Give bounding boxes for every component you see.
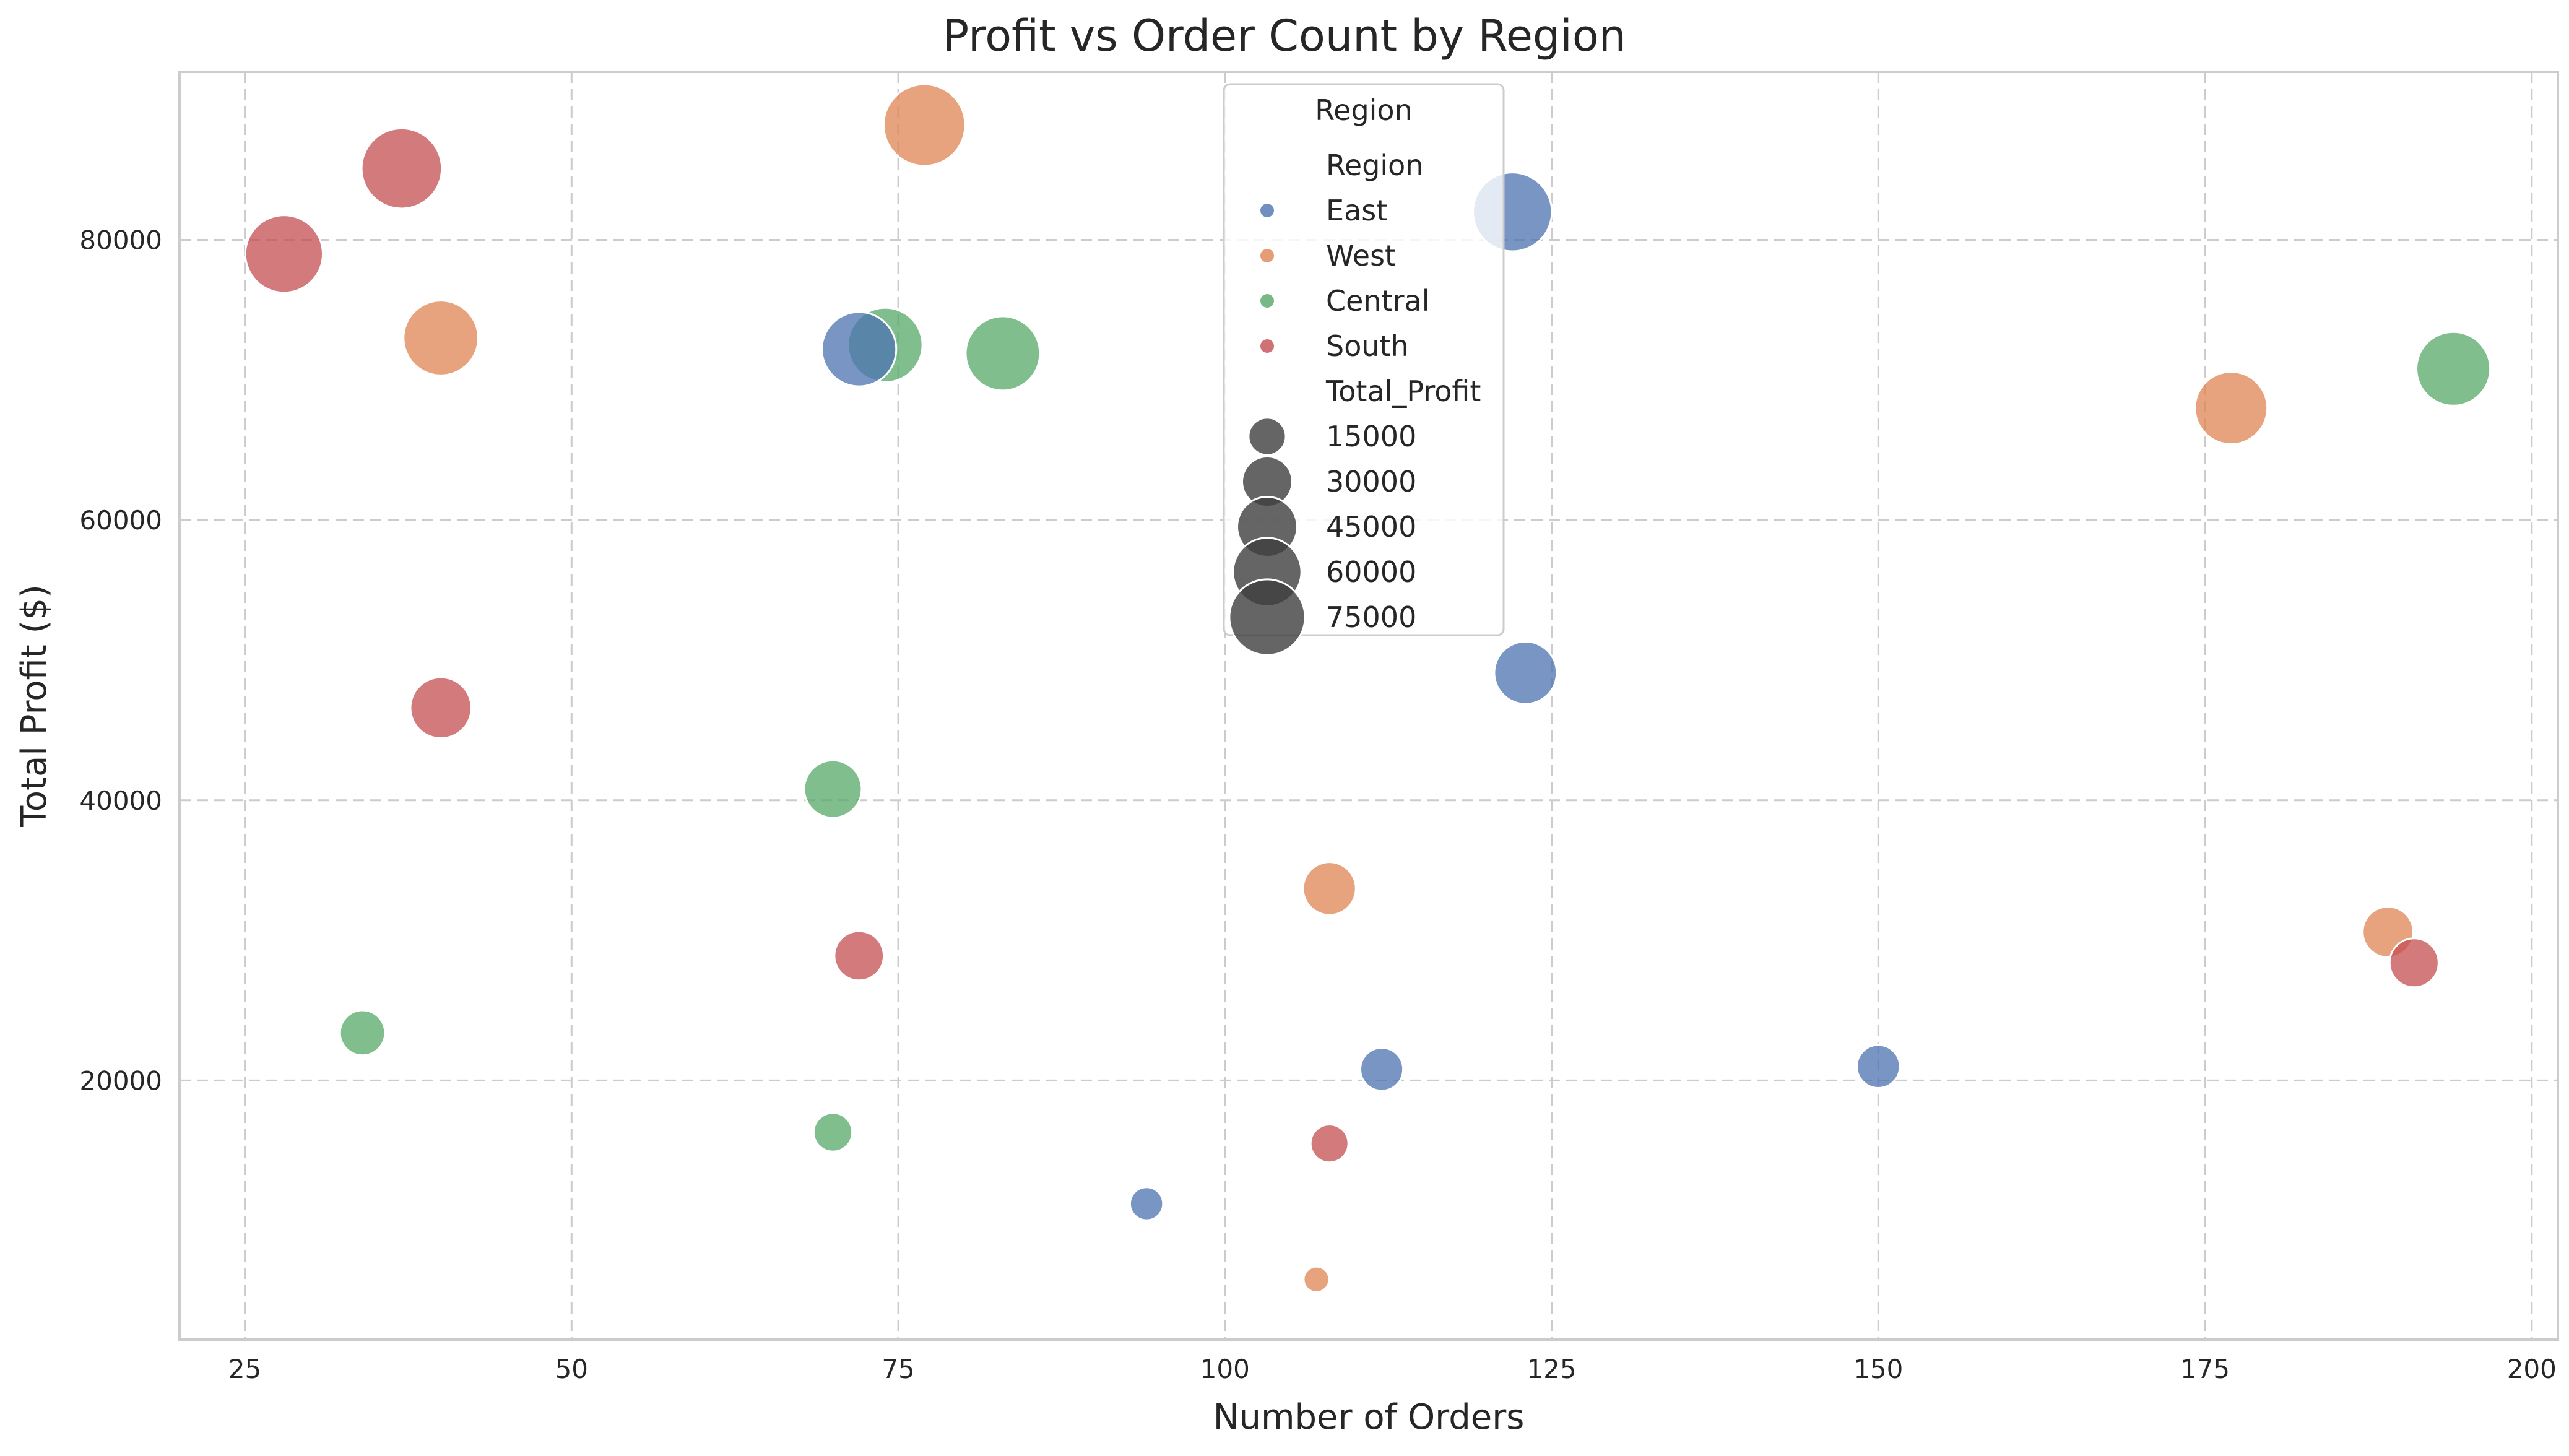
legend-marker-south [1260, 339, 1274, 353]
data-point-south [409, 676, 472, 740]
legend-hue-title: Region [1326, 149, 1423, 182]
y-tick-label: 60000 [79, 505, 162, 535]
data-point-south [833, 930, 885, 982]
legend-marker-west [1260, 249, 1274, 262]
x-tick-label: 100 [1200, 1354, 1250, 1384]
legend-label-south: South [1326, 329, 1409, 363]
data-point-south [1309, 1124, 1349, 1164]
legend-size-label: 60000 [1326, 555, 1416, 589]
data-point-central [812, 1112, 854, 1153]
legend-marker-central [1260, 294, 1274, 308]
x-tick-label: 75 [882, 1354, 914, 1384]
data-point-east [821, 311, 898, 388]
data-point-west [882, 83, 966, 167]
x-tick-label: 150 [1853, 1354, 1903, 1384]
x-tick-label: 200 [2507, 1354, 2557, 1384]
x-axis-label: Number of Orders [1213, 1397, 1525, 1437]
data-point-west [402, 300, 480, 376]
legend: Region Region East West Central South Total_Pr… [1223, 83, 1505, 656]
data-points [244, 83, 2492, 1293]
legend-label-west: West [1326, 239, 1396, 272]
data-point-east [1359, 1047, 1405, 1092]
x-tick-label: 50 [555, 1354, 588, 1384]
data-point-central [2415, 331, 2492, 407]
chart-title: Profit vs Order Count by Region [943, 11, 1626, 61]
x-tick-label: 125 [1527, 1354, 1576, 1384]
legend-size-marker [1247, 417, 1287, 456]
legend-box [1223, 83, 1505, 636]
data-point-east [1856, 1044, 1901, 1089]
data-point-west [1302, 861, 1357, 916]
legend-title: Region [1315, 93, 1412, 127]
data-point-central [803, 759, 863, 819]
data-point-west [1302, 1265, 1330, 1293]
legend-marker-east [1260, 204, 1274, 217]
legend-size-label: 30000 [1326, 465, 1416, 498]
y-axis-label: Total Profit ($) [14, 584, 54, 828]
data-point-south [360, 127, 443, 210]
data-point-east [1493, 640, 1558, 705]
y-tick-label: 80000 [79, 225, 162, 256]
data-point-east [1129, 1186, 1164, 1221]
legend-size-marker [1228, 578, 1306, 656]
data-point-west [2194, 371, 2269, 446]
tick-labels: 25 50 75 100 125 150 175 200 20000 40000 60000 8000… [79, 225, 2556, 1384]
legend-size-title: Total_Profit [1325, 375, 1481, 408]
legend-size-label: 15000 [1326, 420, 1416, 453]
data-point-central [964, 315, 1041, 392]
x-tick-label: 175 [2180, 1354, 2230, 1384]
plot-frame [178, 71, 2559, 1341]
y-tick-label: 40000 [79, 786, 162, 816]
data-point-central [339, 1009, 386, 1057]
data-point-south [2388, 937, 2440, 989]
data-point-south [244, 214, 324, 294]
legend-label-east: East [1326, 194, 1387, 227]
legend-label-central: Central [1326, 284, 1430, 318]
legend-size-label: 45000 [1326, 510, 1416, 544]
x-tick-label: 25 [228, 1354, 261, 1384]
y-tick-label: 20000 [79, 1065, 162, 1096]
legend-size-label: 75000 [1326, 600, 1416, 634]
